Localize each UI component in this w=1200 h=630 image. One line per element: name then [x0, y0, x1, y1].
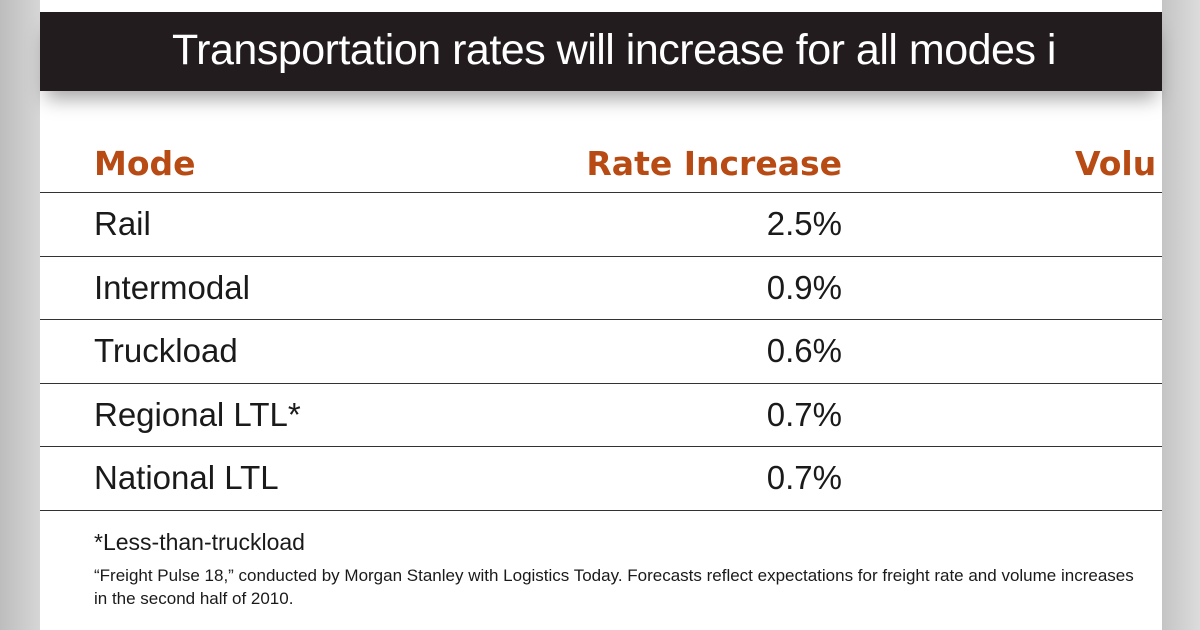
rate-cell: 0.6% — [766, 332, 842, 369]
rate-cell: 0.7% — [766, 459, 842, 496]
table-header-row: Mode Rate Increase Volu — [40, 130, 1162, 193]
source-note: “Freight Pulse 18,” conducted by Morgan … — [94, 566, 1134, 608]
right-border — [1162, 0, 1200, 630]
table-row: Rail 2.5% — [40, 193, 1162, 257]
left-border — [0, 0, 40, 630]
title: Transportation rates will increase for a… — [172, 26, 1056, 74]
rate-cell: 0.9% — [766, 268, 842, 306]
table-row: National LTL 0.7% — [40, 447, 1162, 511]
mode-cell: Regional LTL* — [94, 395, 301, 433]
rates-table: Mode Rate Increase Volu Rail 2.5% Interm… — [40, 130, 1162, 511]
header-mode: Mode — [94, 144, 196, 183]
table-row: Intermodal 0.9% — [40, 257, 1162, 320]
title-banner: Transportation rates will increase for a… — [40, 12, 1162, 91]
header-rate-increase: Rate Increase — [586, 144, 842, 183]
rate-cell: 0.7% — [766, 395, 842, 433]
rate-cell: 2.5% — [766, 205, 842, 242]
footnote: *Less-than-truckload — [94, 529, 305, 555]
table-row: Regional LTL* 0.7% — [40, 384, 1162, 447]
mode-cell: National LTL — [94, 459, 279, 496]
table-row: Truckload 0.6% — [40, 320, 1162, 384]
mode-cell: Intermodal — [94, 268, 250, 306]
mode-cell: Rail — [94, 205, 151, 242]
header-volume: Volu — [1075, 144, 1157, 183]
mode-cell: Truckload — [94, 332, 238, 369]
